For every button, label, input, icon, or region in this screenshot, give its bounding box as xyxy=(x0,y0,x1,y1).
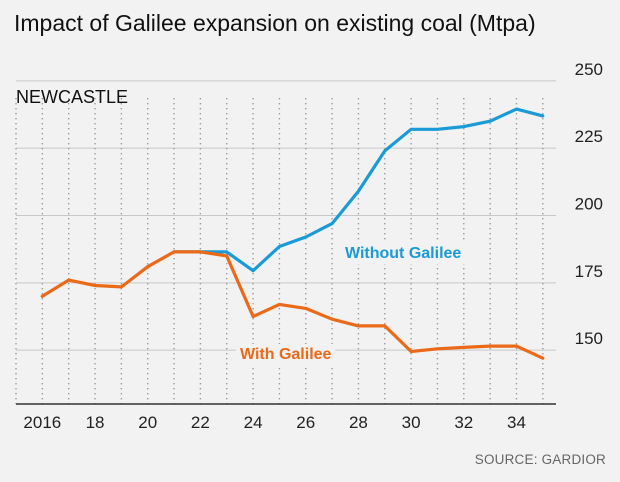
series-label-without-galilee: Without Galilee xyxy=(345,245,461,262)
series-label-with-galilee: With Galilee xyxy=(240,346,332,363)
chart-title: Impact of Galilee expansion on existing … xyxy=(14,10,536,36)
x-tick-label-22: 22 xyxy=(191,413,210,432)
x-tick-label-26: 26 xyxy=(296,413,315,432)
x-tick-label-28: 28 xyxy=(349,413,368,432)
x-axis-labels: 2016 18 20 22 24 26 28 30 32 34 xyxy=(23,413,526,432)
y-tick-label-225: 225 xyxy=(575,127,603,146)
x-tick-label-30: 30 xyxy=(402,413,421,432)
y-tick-label-175: 175 xyxy=(575,262,603,281)
series-lines xyxy=(40,107,545,360)
series-line-without-galilee xyxy=(172,107,545,273)
y-tick-label-150: 150 xyxy=(575,329,603,348)
source-note: SOURCE: GARDIOR xyxy=(474,452,606,467)
y-tick-label-200: 200 xyxy=(575,194,603,213)
y-axis-labels: 150 175 200 225 250 xyxy=(575,60,603,348)
series-label-bg-without-galilee xyxy=(341,243,466,264)
x-tick-label-32: 32 xyxy=(454,413,473,432)
series-labels: Without Galilee With Galilee xyxy=(236,243,466,365)
x-tick-label-24: 24 xyxy=(244,413,263,432)
x-tick-label-34: 34 xyxy=(507,413,526,432)
y-tick-label-250: 250 xyxy=(575,60,603,79)
chart-subtitle: NEWCASTLE xyxy=(16,87,128,107)
x-tick-label-18: 18 xyxy=(86,413,105,432)
x-tick-label-2016: 2016 xyxy=(23,413,61,432)
series-label-bg-with-galilee xyxy=(236,344,336,365)
series-line-with-galilee xyxy=(40,250,545,360)
x-tick-label-20: 20 xyxy=(138,413,157,432)
